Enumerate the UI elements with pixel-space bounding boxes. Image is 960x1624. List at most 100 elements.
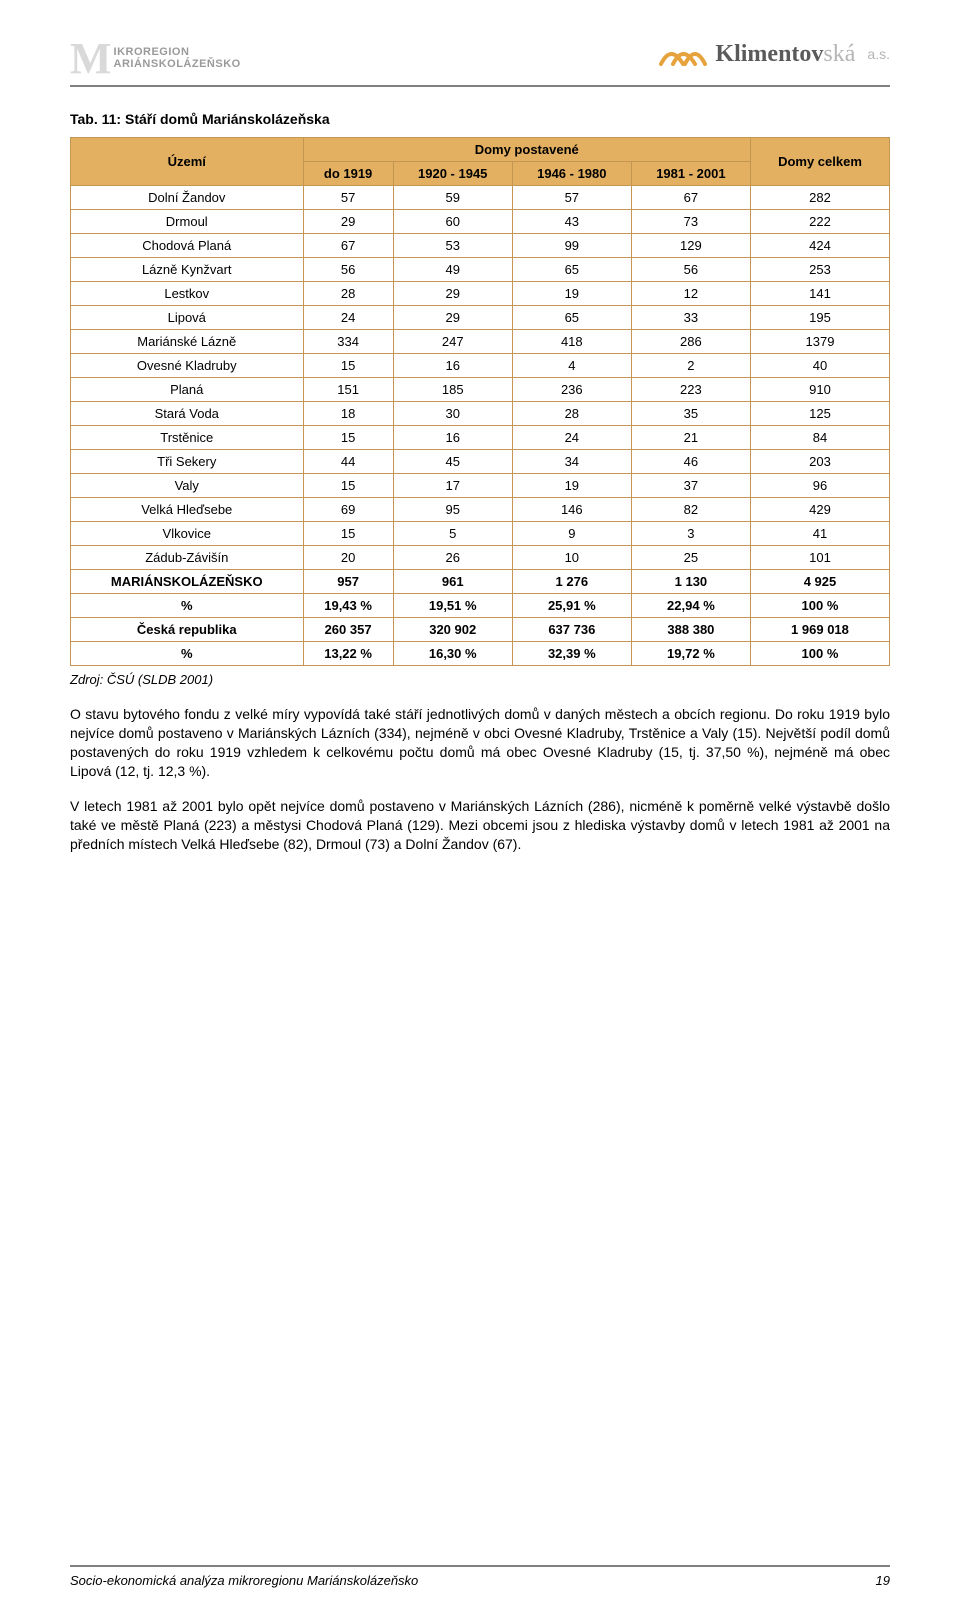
- table-sup-header-row: Území Domy postavené Domy celkem: [71, 138, 890, 162]
- cell: 73: [631, 210, 750, 234]
- cell: 15: [303, 354, 393, 378]
- cell: 10: [512, 546, 631, 570]
- table-row: Lipová24296533195: [71, 306, 890, 330]
- cell: 4 925: [750, 570, 889, 594]
- row-label: Stará Voda: [71, 402, 304, 426]
- cell: 236: [512, 378, 631, 402]
- cell: 24: [303, 306, 393, 330]
- table-row: Planá151185236223910: [71, 378, 890, 402]
- cell: 29: [303, 210, 393, 234]
- table-row: Tři Sekery44453446203: [71, 450, 890, 474]
- row-label: Zádub-Závišín: [71, 546, 304, 570]
- cell: 146: [512, 498, 631, 522]
- logo-left-letter: M: [70, 40, 112, 77]
- cell: 46: [631, 450, 750, 474]
- cell: 334: [303, 330, 393, 354]
- cell: 30: [393, 402, 512, 426]
- cell: 125: [750, 402, 889, 426]
- logo-left-top: IKROREGION: [114, 46, 241, 58]
- cell: 20: [303, 546, 393, 570]
- table-body: Dolní Žandov57595767282Drmoul29604373222…: [71, 186, 890, 666]
- col-header-4: 1981 - 2001: [631, 162, 750, 186]
- cell: 59: [393, 186, 512, 210]
- col-header-2: 1920 - 1945: [393, 162, 512, 186]
- row-label: Planá: [71, 378, 304, 402]
- row-label: Chodová Planá: [71, 234, 304, 258]
- cell: 65: [512, 306, 631, 330]
- cell: 21: [631, 426, 750, 450]
- cell: 67: [303, 234, 393, 258]
- cell: 15: [303, 522, 393, 546]
- cell: 1 276: [512, 570, 631, 594]
- row-label: Lestkov: [71, 282, 304, 306]
- cell: 69: [303, 498, 393, 522]
- cell: 910: [750, 378, 889, 402]
- footer-left: Socio-ekonomická analýza mikroregionu Ma…: [70, 1573, 418, 1588]
- cell: 28: [512, 402, 631, 426]
- cell: 260 357: [303, 618, 393, 642]
- cell: 9: [512, 522, 631, 546]
- cell: 33: [631, 306, 750, 330]
- cell: 56: [303, 258, 393, 282]
- cell: 100 %: [750, 594, 889, 618]
- cell: 222: [750, 210, 889, 234]
- data-table: Území Domy postavené Domy celkem do 1919…: [70, 137, 890, 666]
- paragraph-2: V letech 1981 až 2001 bylo opět nejvíce …: [70, 797, 890, 854]
- cell: 1379: [750, 330, 889, 354]
- table-row: Ovesné Kladruby15164240: [71, 354, 890, 378]
- col-header-1: do 1919: [303, 162, 393, 186]
- row-label: Česká republika: [71, 618, 304, 642]
- cell: 957: [303, 570, 393, 594]
- row-label: Tři Sekery: [71, 450, 304, 474]
- col-header-span: Domy postavené: [303, 138, 750, 162]
- cell: 65: [512, 258, 631, 282]
- row-label: Ovesné Kladruby: [71, 354, 304, 378]
- cell: 35: [631, 402, 750, 426]
- cell: 282: [750, 186, 889, 210]
- cell: 26: [393, 546, 512, 570]
- table-row: Vlkovice1559341: [71, 522, 890, 546]
- paragraph-1: O stavu bytového fondu z velké míry vypo…: [70, 705, 890, 781]
- logo-left-texts: IKROREGION ARIÁNSKOLÁZEŇSKO: [114, 46, 241, 70]
- table-row: Valy1517193796: [71, 474, 890, 498]
- cell: 1 130: [631, 570, 750, 594]
- page-header: M IKROREGION ARIÁNSKOLÁZEŇSKO Klimentovs…: [70, 40, 890, 87]
- cell: 17: [393, 474, 512, 498]
- cell: 34: [512, 450, 631, 474]
- cell: 28: [303, 282, 393, 306]
- cell: 418: [512, 330, 631, 354]
- page-footer: Socio-ekonomická analýza mikroregionu Ma…: [70, 1565, 890, 1588]
- source-text: Zdroj: ČSÚ (SLDB 2001): [70, 672, 890, 687]
- logo-left: M IKROREGION ARIÁNSKOLÁZEŇSKO: [70, 40, 241, 77]
- row-label: Lázně Kynžvart: [71, 258, 304, 282]
- table-head: Území Domy postavené Domy celkem do 1919…: [71, 138, 890, 186]
- logo-left-bottom: ARIÁNSKOLÁZEŇSKO: [114, 58, 241, 70]
- cell: 2: [631, 354, 750, 378]
- row-label: %: [71, 594, 304, 618]
- cell: 43: [512, 210, 631, 234]
- table-summary-row: %19,43 %19,51 %25,91 %22,94 %100 %: [71, 594, 890, 618]
- cell: 29: [393, 306, 512, 330]
- col-header-celkem: Domy celkem: [750, 138, 889, 186]
- cell: 53: [393, 234, 512, 258]
- table-caption: Tab. 11: Stáří domů Mariánskolázeňska: [70, 111, 890, 127]
- cell: 44: [303, 450, 393, 474]
- row-label: Drmoul: [71, 210, 304, 234]
- cell: 22,94 %: [631, 594, 750, 618]
- cell: 1 969 018: [750, 618, 889, 642]
- cell: 247: [393, 330, 512, 354]
- cell: 29: [393, 282, 512, 306]
- cell: 56: [631, 258, 750, 282]
- logo-right-name-light: ská: [823, 41, 855, 67]
- cell: 37: [631, 474, 750, 498]
- table-summary-row: Česká republika260 357320 902637 736388 …: [71, 618, 890, 642]
- cell: 320 902: [393, 618, 512, 642]
- cell: 32,39 %: [512, 642, 631, 666]
- cell: 253: [750, 258, 889, 282]
- col-header-uzemi: Území: [71, 138, 304, 186]
- table-summary-row: %13,22 %16,30 %32,39 %19,72 %100 %: [71, 642, 890, 666]
- row-label: Valy: [71, 474, 304, 498]
- row-label: Lipová: [71, 306, 304, 330]
- row-label: %: [71, 642, 304, 666]
- cell: 195: [750, 306, 889, 330]
